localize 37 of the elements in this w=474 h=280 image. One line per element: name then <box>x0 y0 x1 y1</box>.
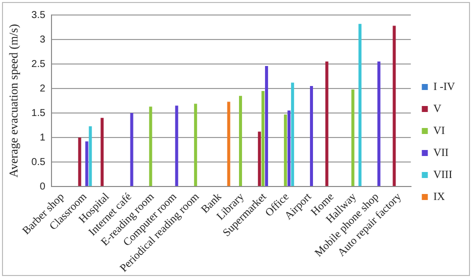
bar <box>325 62 328 186</box>
y-tick-label: 2.5 <box>31 58 46 70</box>
bar <box>310 86 313 186</box>
y-axis-title: Average evacuation speed (m/s) <box>6 24 20 178</box>
bar <box>175 106 178 186</box>
bar <box>291 82 294 186</box>
bar <box>130 113 134 186</box>
y-tick-label: 1 <box>40 132 46 144</box>
bar <box>227 102 230 186</box>
legend-label: IX <box>433 190 445 203</box>
bar <box>239 96 242 186</box>
y-tick-label: 2 <box>40 83 46 94</box>
bar <box>351 89 354 186</box>
y-tick-label: 3 <box>40 34 46 46</box>
bar <box>78 138 82 186</box>
legend-label: VI <box>433 124 446 137</box>
legend-label: VIII <box>433 168 453 181</box>
bar <box>392 26 396 186</box>
y-tick-label: 3.5 <box>31 10 46 21</box>
bar <box>358 24 362 186</box>
legend-label: I -IV <box>433 80 456 93</box>
bar <box>261 90 264 186</box>
bar <box>100 118 104 186</box>
bar <box>88 126 92 186</box>
legend-label: V <box>433 102 442 115</box>
y-tick-label: 1.5 <box>31 108 46 119</box>
bar <box>265 66 268 186</box>
bar <box>288 110 291 186</box>
bar <box>149 106 152 186</box>
bar <box>194 104 198 186</box>
y-tick-label: 0 <box>40 181 46 192</box>
bar <box>258 132 261 186</box>
y-tick-label: 0.5 <box>31 156 46 168</box>
bar <box>377 62 380 186</box>
bar <box>85 141 88 186</box>
legend-label: VII <box>433 146 449 159</box>
bar <box>284 114 287 186</box>
